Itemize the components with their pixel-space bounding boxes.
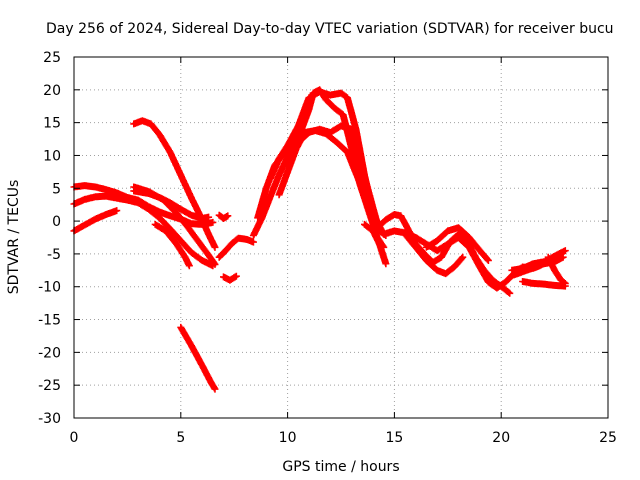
y-tick-label: 25 <box>43 50 61 66</box>
data-series-track-17 <box>401 230 467 278</box>
data-series-track-9 <box>215 211 232 222</box>
data-point-markers <box>361 220 390 268</box>
y-axis-title: SDTVAR / TECUs <box>6 180 22 295</box>
data-series-track-10 <box>220 272 240 284</box>
y-tick-label: -30 <box>38 411 61 427</box>
x-tick-label: 5 <box>176 430 185 446</box>
chart-title: Day 256 of 2024, Sidereal Day-to-day VTE… <box>46 21 614 37</box>
data-series-track-22 <box>544 253 569 287</box>
data-point-markers <box>215 234 257 261</box>
data-point-markers <box>215 211 232 222</box>
data-series-track-5 <box>130 183 219 268</box>
y-tick-label: 20 <box>43 83 61 99</box>
data-series-track-7 <box>151 220 193 270</box>
y-tick-label: -15 <box>38 313 61 329</box>
data-point-markers <box>422 224 492 264</box>
y-tick-label: 0 <box>52 214 61 230</box>
x-tick-label: 0 <box>70 430 79 446</box>
data-point-markers <box>544 253 569 287</box>
y-tick-label: -10 <box>38 280 61 296</box>
data-point-markers <box>151 220 193 270</box>
data-series-track-16 <box>361 220 390 268</box>
y-tick-label: 5 <box>52 181 61 197</box>
x-tick-label: 10 <box>279 430 297 446</box>
data-point-markers <box>220 272 240 284</box>
grid <box>74 57 608 418</box>
y-tick-label: 10 <box>43 148 61 164</box>
x-tick-label: 20 <box>492 430 510 446</box>
y-tick-label: -5 <box>47 247 61 263</box>
data-point-markers <box>130 117 219 251</box>
data-series-track-8 <box>177 323 219 393</box>
data-series-track-19 <box>519 278 569 290</box>
x-axis-title: GPS time / hours <box>282 459 399 475</box>
plot-frame <box>73 56 609 419</box>
y-tick-label: -20 <box>38 345 61 361</box>
data-series-track-11 <box>215 234 257 261</box>
data-series-track-18 <box>422 224 492 264</box>
x-tick-label: 25 <box>599 430 617 446</box>
data-point-markers <box>401 230 467 278</box>
x-tick-label: 15 <box>385 430 403 446</box>
data-point-markers <box>130 183 219 268</box>
data-point-markers <box>519 278 569 290</box>
data-series-track-6 <box>130 117 219 251</box>
y-tick-label: 15 <box>43 116 61 132</box>
y-tick-label: -25 <box>38 378 61 394</box>
axis-ticks: 0 5 10 15 20 25 -30 -25 -20 -15 -10 -5 0 5 10 15 20 25 <box>38 50 617 446</box>
data-point-markers <box>177 323 219 393</box>
